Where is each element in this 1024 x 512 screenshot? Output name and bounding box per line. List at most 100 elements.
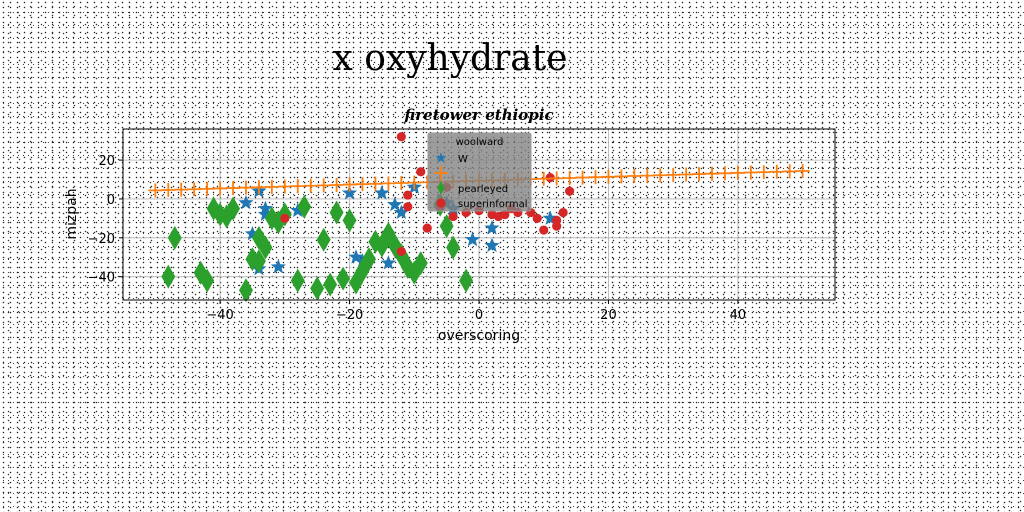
data-point-plus — [342, 177, 357, 192]
data-point-star — [464, 231, 481, 247]
data-point-plus — [614, 169, 629, 184]
data-point-star — [374, 185, 390, 200]
axes-title: firetower ethiopic — [403, 106, 553, 124]
data-point-plus — [717, 166, 732, 181]
data-point-plus — [290, 179, 305, 194]
x-axis-label: overscoring — [438, 328, 520, 344]
data-point-star — [290, 202, 306, 218]
data-point-star — [542, 210, 558, 225]
data-point-diamond — [297, 194, 312, 219]
data-point-plus — [238, 180, 253, 195]
legend-marker-plus — [434, 166, 448, 180]
data-point-plus — [303, 178, 318, 193]
data-point-plus — [355, 177, 370, 192]
x-tick-label: 40 — [730, 308, 747, 323]
data-point-diamond — [238, 278, 253, 303]
data-point-diamond — [361, 247, 376, 272]
figure-title: x oxyhydrate — [332, 38, 568, 79]
x-tick-label: 0 — [475, 308, 483, 323]
data-point-diamond — [446, 235, 461, 260]
data-point-plus — [588, 170, 603, 185]
data-point-circle — [403, 190, 413, 200]
data-point-circle — [448, 211, 458, 222]
legend-entry-label: pearleyed — [458, 184, 508, 195]
data-point-star — [341, 185, 358, 200]
data-point-diamond — [310, 276, 325, 301]
legend-marker-star — [435, 152, 447, 163]
data-point-plus — [316, 178, 331, 193]
data-point-plus — [795, 163, 810, 178]
data-point-plus — [549, 171, 564, 186]
legend-entry-label: superinformal — [458, 199, 528, 210]
data-point-circle — [532, 213, 542, 223]
data-point-plus — [692, 167, 707, 182]
data-point-star — [387, 196, 403, 212]
data-point-plus — [200, 181, 215, 196]
data-point-plus — [394, 176, 409, 191]
data-point-plus — [174, 182, 189, 197]
data-point-circle — [558, 207, 568, 218]
data-point-diamond — [161, 264, 176, 289]
data-point-star — [393, 204, 409, 220]
data-point-diamond — [226, 196, 241, 221]
data-point-circle — [422, 223, 432, 233]
data-point-plus — [226, 181, 241, 196]
data-point-diamond — [200, 268, 215, 293]
data-point-star — [270, 258, 286, 274]
tick-layer: −40 −20 0 20 40 −40 −20 0 20 — [88, 154, 747, 323]
legend-marker-circle — [436, 198, 446, 208]
y-tick-label: −40 — [88, 271, 115, 286]
data-point-diamond — [323, 272, 338, 297]
data-point-diamond — [413, 251, 428, 276]
data-point-plus — [601, 169, 616, 184]
data-point-plus — [407, 175, 422, 190]
data-point-diamond — [439, 214, 454, 239]
data-point-circle — [403, 202, 413, 212]
data-point-diamond — [251, 249, 266, 274]
data-point-star — [244, 225, 261, 241]
data-point-circle — [396, 132, 406, 142]
data-point-plus — [213, 181, 228, 196]
data-point-plus — [251, 180, 266, 195]
data-point-plus — [653, 168, 668, 183]
x-tick-label: −20 — [336, 308, 363, 323]
y-tick-label: 0 — [107, 193, 115, 208]
data-point-plus — [381, 176, 396, 191]
data-point-plus — [264, 179, 279, 194]
data-point-circle — [280, 213, 290, 223]
data-point-plus — [756, 165, 771, 180]
legend-entry-label: W — [458, 154, 468, 165]
data-point-plus — [148, 183, 163, 198]
data-point-plus — [368, 176, 383, 191]
data-point-circle — [539, 225, 549, 235]
data-point-diamond — [258, 235, 273, 260]
data-point-plus — [769, 164, 784, 179]
y-tick-label: −20 — [88, 232, 115, 247]
data-point-plus — [161, 183, 176, 198]
data-point-circle — [565, 186, 575, 196]
data-point-diamond — [316, 227, 331, 252]
data-point-plus — [730, 165, 745, 180]
legend-marker-diamond — [437, 181, 445, 195]
data-point-plus — [743, 165, 758, 180]
data-point-diamond — [336, 266, 351, 291]
legend-box — [427, 132, 532, 212]
data-point-plus — [666, 167, 681, 182]
data-point-plus — [562, 170, 577, 185]
data-point-plus — [640, 168, 655, 183]
data-point-star — [348, 249, 364, 264]
data-point-circle — [500, 209, 510, 220]
data-point-circle — [416, 167, 426, 177]
data-point-diamond — [167, 225, 182, 250]
data-point-plus — [782, 164, 797, 179]
data-point-plus — [705, 166, 720, 181]
data-point-plus — [187, 182, 202, 197]
data-point-plus — [575, 170, 590, 185]
data-point-star — [484, 237, 500, 253]
x-tick-label: 20 — [600, 308, 617, 323]
y-tick-label: 20 — [98, 154, 115, 169]
data-point-plus — [679, 167, 694, 182]
data-point-plus — [329, 177, 344, 192]
